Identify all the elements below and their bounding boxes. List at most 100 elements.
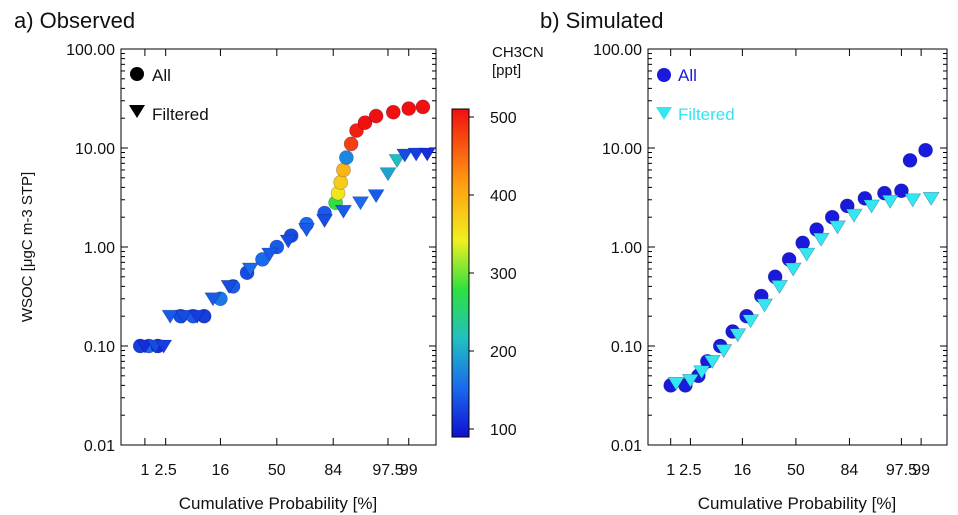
colorbar-tick-label: 400 bbox=[490, 188, 517, 205]
panel-a-title: a) Observed bbox=[14, 8, 135, 33]
data-point-circle bbox=[415, 99, 431, 115]
data-point-triangle bbox=[396, 148, 414, 163]
y-tick-label: 100.00 bbox=[593, 42, 642, 59]
data-point-triangle bbox=[784, 262, 802, 277]
data-point-triangle bbox=[351, 196, 370, 211]
x-tick-label: 97.5 bbox=[886, 462, 917, 479]
data-point-circle bbox=[357, 115, 373, 131]
data-point-triangle bbox=[298, 223, 316, 238]
colorbar-ticks: 100 200 300 400 500 bbox=[469, 110, 517, 439]
legend-all-marker bbox=[130, 67, 144, 81]
legend-all-label: All bbox=[152, 66, 171, 85]
data-point-triangle bbox=[161, 309, 179, 324]
data-point-circle bbox=[902, 153, 918, 168]
panel-a-x-axis: 1 2.5 16 50 84 97.599 bbox=[140, 49, 418, 479]
colorbar-tick-label: 300 bbox=[490, 266, 517, 283]
data-point-triangle bbox=[715, 344, 733, 359]
panel-a-x-axis-label: Cumulative Probability [%] bbox=[179, 494, 377, 513]
panel-a-y-axis-label: WSOC [μgC m-3 STP] bbox=[19, 172, 36, 322]
data-point-circle bbox=[333, 175, 348, 190]
y-tick-label: 0.01 bbox=[84, 438, 115, 455]
data-point-triangle bbox=[379, 167, 397, 182]
colorbar-tick-label: 200 bbox=[490, 344, 517, 361]
data-point-triangle bbox=[136, 339, 154, 354]
panel-a-marks bbox=[132, 99, 436, 354]
data-point-triangle bbox=[204, 292, 222, 307]
data-point-triangle bbox=[703, 355, 721, 369]
data-point-triangle bbox=[334, 204, 352, 219]
data-point-triangle bbox=[316, 214, 334, 229]
data-point-triangle bbox=[798, 247, 816, 262]
data-point-triangle bbox=[742, 314, 760, 329]
x-tick-label: 16 bbox=[733, 462, 751, 479]
panel-b-x-axis-label: Cumulative Probability [%] bbox=[698, 494, 896, 513]
y-tick-label: 1.00 bbox=[611, 240, 642, 257]
legend-filtered-label: Filtered bbox=[678, 105, 735, 124]
legend-all-marker bbox=[657, 68, 671, 82]
data-point-circle bbox=[343, 136, 359, 152]
data-point-triangle bbox=[279, 234, 297, 249]
data-point-triangle bbox=[881, 194, 899, 209]
colorbar-gradient bbox=[451, 108, 470, 438]
data-point-triangle bbox=[407, 147, 425, 162]
x-tick-label: 97.5 bbox=[372, 462, 403, 479]
data-point-triangle bbox=[845, 208, 863, 223]
data-point-triangle bbox=[904, 193, 922, 208]
x-tick-label: 99 bbox=[912, 462, 930, 479]
panel-a-y-axis: 0.01 0.10 1.00 10.00 100.00 bbox=[66, 42, 436, 455]
y-tick-label: 10.00 bbox=[75, 141, 115, 158]
y-tick-label: 100.00 bbox=[66, 42, 115, 59]
legend-all-label: All bbox=[678, 66, 697, 85]
colorbar-tick-label: 500 bbox=[490, 110, 517, 127]
panel-b-marks bbox=[663, 142, 940, 393]
y-tick-label: 0.10 bbox=[84, 339, 115, 356]
data-point-triangle bbox=[261, 247, 279, 262]
colorbar-tick-label: 100 bbox=[490, 422, 517, 439]
y-tick-label: 1.00 bbox=[84, 240, 115, 257]
legend-filtered-marker bbox=[656, 107, 672, 120]
panel-b-title: b) Simulated bbox=[540, 8, 664, 33]
data-point-circle bbox=[401, 101, 417, 116]
colorbar: CH3CN [ppt] 100 200 300 400 500 bbox=[451, 44, 544, 439]
x-tick-label: 1 bbox=[140, 462, 149, 479]
data-point-triangle bbox=[862, 199, 881, 214]
data-point-triangle bbox=[770, 280, 788, 294]
panel-b-y-axis: 0.01 0.10 1.00 10.00 100.00 bbox=[593, 42, 947, 455]
x-tick-label: 99 bbox=[400, 462, 418, 479]
x-tick-label: 84 bbox=[324, 462, 342, 479]
panel-b-legend: All Filtered bbox=[656, 66, 735, 124]
data-point-circle bbox=[339, 150, 354, 165]
data-point-triangle bbox=[729, 328, 747, 343]
x-tick-label: 1 bbox=[666, 462, 675, 479]
data-point-circle bbox=[368, 108, 384, 124]
data-point-triangle bbox=[155, 339, 173, 354]
x-tick-label: 2.5 bbox=[679, 462, 701, 479]
y-tick-label: 0.01 bbox=[611, 438, 642, 455]
colorbar-title: CH3CN bbox=[492, 44, 544, 61]
data-point-triangle bbox=[367, 189, 385, 204]
panel-simulated: b) Simulated 0.01 0.10 1.00 10.00 100.00 1 2.… bbox=[540, 8, 948, 513]
data-point-circle bbox=[894, 183, 909, 199]
data-point-triangle bbox=[667, 376, 685, 391]
x-tick-label: 16 bbox=[212, 462, 230, 479]
data-point-triangle bbox=[220, 280, 238, 294]
data-point-triangle bbox=[681, 374, 699, 388]
data-point-circle bbox=[336, 162, 351, 178]
panel-b-x-axis: 1 2.5 16 50 84 97.599 bbox=[666, 49, 930, 479]
data-point-triangle bbox=[188, 309, 206, 324]
legend-filtered-marker bbox=[129, 105, 145, 118]
panel-a-legend: All Filtered bbox=[129, 66, 209, 124]
data-point-triangle bbox=[175, 309, 193, 324]
legend-filtered-label: Filtered bbox=[152, 105, 209, 124]
panel-observed: a) Observed 0.01 0.10 1.00 10.00 100.00 1 2.5… bbox=[14, 8, 544, 513]
data-point-triangle bbox=[812, 232, 830, 247]
data-point-triangle bbox=[922, 192, 940, 206]
data-point-triangle bbox=[241, 262, 259, 277]
y-tick-label: 0.10 bbox=[611, 339, 642, 356]
x-tick-label: 50 bbox=[268, 462, 286, 479]
data-point-circle bbox=[385, 104, 401, 120]
x-tick-label: 2.5 bbox=[155, 462, 177, 479]
data-point-triangle bbox=[693, 365, 711, 380]
colorbar-unit: [ppt] bbox=[492, 62, 521, 79]
